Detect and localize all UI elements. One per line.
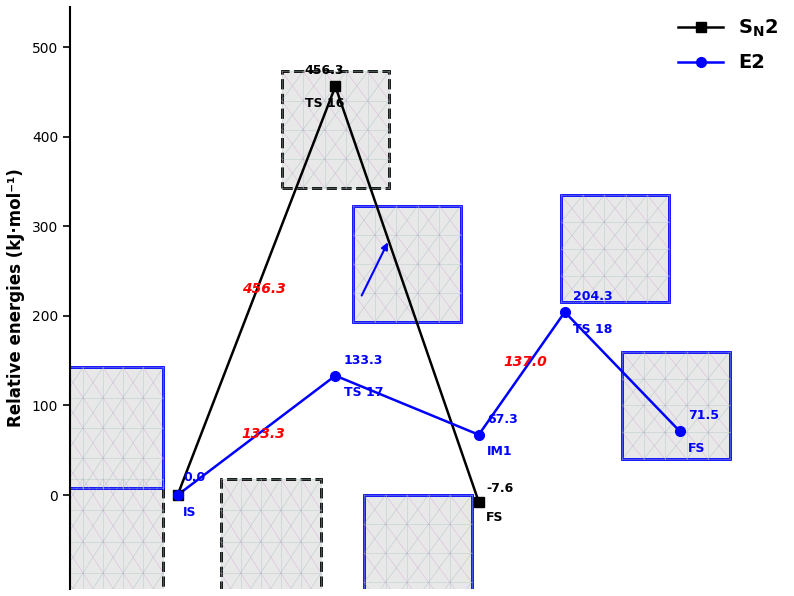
- Text: IS: IS: [183, 506, 197, 519]
- Text: -7.6: -7.6: [486, 482, 513, 495]
- Text: 137.0: 137.0: [503, 355, 547, 370]
- Bar: [364, 495, 472, 596]
- Bar: [622, 352, 730, 459]
- Text: TS 17: TS 17: [344, 386, 384, 399]
- Text: 133.3: 133.3: [344, 353, 384, 367]
- Text: 456.3: 456.3: [305, 64, 345, 77]
- Text: TS 16: TS 16: [305, 97, 345, 110]
- Bar: [221, 479, 321, 596]
- Text: 133.3: 133.3: [242, 427, 286, 441]
- Text: 67.3: 67.3: [488, 413, 518, 426]
- Text: TS 18: TS 18: [573, 323, 613, 336]
- Bar: [353, 206, 461, 322]
- Text: 456.3: 456.3: [242, 282, 286, 296]
- Bar: [282, 72, 389, 188]
- Y-axis label: Relative energies (kJ·mol⁻¹): Relative energies (kJ·mol⁻¹): [7, 169, 25, 427]
- Text: 204.3: 204.3: [573, 290, 613, 303]
- Text: 0.0: 0.0: [183, 471, 206, 485]
- Text: IM1: IM1: [488, 445, 513, 458]
- Text: FS: FS: [688, 442, 706, 455]
- Text: 71.5: 71.5: [688, 409, 719, 422]
- Legend: S$_\mathregular{N}$2, E2: S$_\mathregular{N}$2, E2: [671, 10, 785, 79]
- Bar: [561, 195, 669, 303]
- Bar: [63, 479, 164, 596]
- Bar: [63, 367, 164, 488]
- Text: FS: FS: [486, 511, 503, 524]
